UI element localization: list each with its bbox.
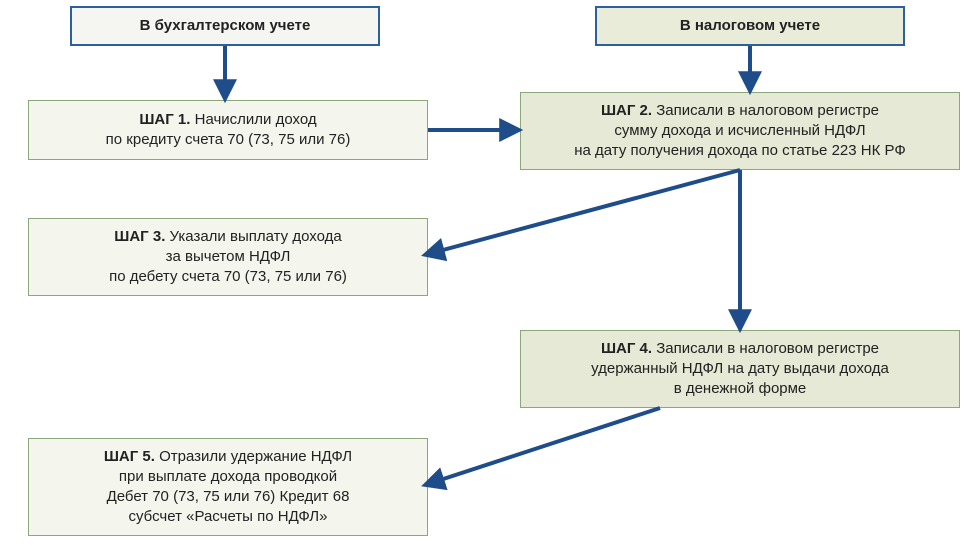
step-1-line2: по кредиту счета 70 (73, 75 или 76) [106,130,351,150]
step-4-label: ШАГ 4. [601,340,652,357]
step-2-line2: сумму дохода и исчисленный НДФЛ [614,121,865,141]
step-1-line1: ШАГ 1. Начислили доход [139,110,316,130]
step-5-line4: субсчет «Расчеты по НДФЛ» [128,507,327,527]
step-2-text1: Записали в налоговом регистре [652,102,879,119]
step-5-box: ШАГ 5. Отразили удержание НДФЛ при выпла… [28,438,428,536]
step-4-line3: в денежной форме [674,379,807,399]
step-4-line2: удержанный НДФЛ на дату выдачи дохода [591,359,889,379]
step-2-line3: на дату получения дохода по статье 223 Н… [574,141,906,161]
step-5-text1: Отразили удержание НДФЛ [155,448,352,465]
header-tax-label: В налоговом учете [680,16,820,36]
step-5-label: ШАГ 5. [104,448,155,465]
step-4-box: ШАГ 4. Записали в налоговом регистре уде… [520,330,960,408]
step-4-line1: ШАГ 4. Записали в налоговом регистре [601,339,879,359]
step-3-label: ШАГ 3. [114,228,165,245]
step-5-line2: при выплате дохода проводкой [119,467,337,487]
header-accounting: В бухгалтерском учете [70,6,380,46]
step-1-box: ШАГ 1. Начислили доход по кредиту счета … [28,100,428,160]
step-5-line3: Дебет 70 (73, 75 или 76) Кредит 68 [107,487,350,507]
step-3-line1: ШАГ 3. Указали выплату дохода [114,227,341,247]
header-accounting-label: В бухгалтерском учете [140,16,311,36]
step-1-label: ШАГ 1. [139,111,190,128]
step-3-line3: по дебету счета 70 (73, 75 или 76) [109,267,347,287]
step-3-text1: Указали выплату дохода [165,228,341,245]
step-2-line1: ШАГ 2. Записали в налоговом регистре [601,101,879,121]
header-tax: В налоговом учете [595,6,905,46]
step-5-line1: ШАГ 5. Отразили удержание НДФЛ [104,447,352,467]
step-3-line2: за вычетом НДФЛ [166,247,291,267]
step-1-text1: Начислили доход [190,111,316,128]
step-4-text1: Записали в налоговом регистре [652,340,879,357]
step-2-label: ШАГ 2. [601,102,652,119]
step-2-box: ШАГ 2. Записали в налоговом регистре сум… [520,92,960,170]
step-3-box: ШАГ 3. Указали выплату дохода за вычетом… [28,218,428,296]
